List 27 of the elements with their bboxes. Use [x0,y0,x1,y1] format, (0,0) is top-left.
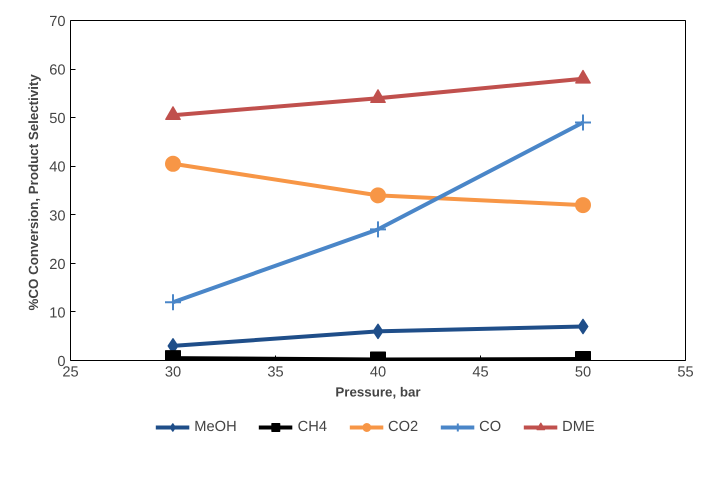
legend-label: CH4 [298,419,327,435]
x-tick-label: 55 [677,364,694,380]
x-tick-label: 40 [370,364,386,380]
y-tick-label: 10 [49,305,66,322]
point [575,197,591,214]
point [369,220,387,238]
legend-label: CO [479,419,502,435]
legend-label: DME [562,419,595,435]
x-tick-label: 50 [574,364,592,380]
x-tick-label: 25 [62,364,79,380]
x-tick-label: 35 [267,364,284,380]
point [370,187,386,204]
y-tick-label: 20 [49,256,66,273]
x-tick-label: 30 [164,364,182,380]
point [574,114,592,132]
y-axis-title: %CO Conversion, Product Selectivity [26,74,42,310]
legend-label: MeOH [194,419,237,435]
y-tick-label: 50 [49,111,66,128]
x-tick-label: 45 [472,364,489,380]
y-tick-label: 40 [49,160,66,176]
point [164,293,182,312]
y-tick-label: 70 [49,14,66,30]
x-axis-title: Pressure, bar [335,384,421,400]
legend-label: CO2 [388,419,418,435]
y-tick-label: 60 [49,62,66,79]
point [165,156,181,172]
y-tick-label: 30 [49,208,66,224]
